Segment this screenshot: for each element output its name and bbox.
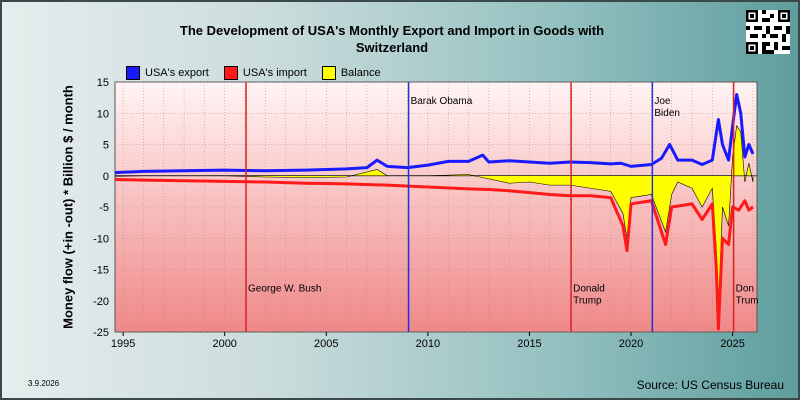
chart-title: The Development of USA's Monthly Export … bbox=[179, 23, 605, 55]
president-markers: George W. Bush Barak Obama Donald Trump Joe B… bbox=[245, 82, 759, 332]
y-tick-label: -25 bbox=[93, 327, 109, 339]
legend-swatch-export bbox=[126, 66, 140, 80]
qr-code-icon bbox=[746, 10, 790, 54]
legend-label-balance: Balance bbox=[340, 67, 381, 79]
y-tick-label: 5 bbox=[103, 140, 109, 152]
legend: USA's export USA's import Balance bbox=[126, 66, 393, 82]
president-label: George W. Bush bbox=[248, 283, 321, 294]
y-tick-label: -20 bbox=[93, 296, 109, 308]
export-line bbox=[114, 93, 755, 175]
president-label: Barak Obama bbox=[411, 96, 473, 107]
y-tick-label: 10 bbox=[97, 108, 109, 120]
x-tick-label: 2000 bbox=[212, 338, 236, 350]
y-tick-label: -10 bbox=[93, 233, 109, 245]
date-stamp: 3.9.2026 bbox=[28, 379, 60, 388]
president-label: Donald Trump bbox=[573, 283, 605, 306]
y-tick-label: 15 bbox=[97, 77, 109, 89]
x-tick-label: 1995 bbox=[111, 338, 135, 350]
y-tick-label: 0 bbox=[103, 171, 109, 183]
y-tick-label: -5 bbox=[99, 202, 109, 214]
legend-item-import: USA's import bbox=[223, 66, 307, 80]
legend-label-export: USA's export bbox=[145, 67, 209, 79]
series-lines bbox=[114, 93, 755, 331]
legend-item-balance: Balance bbox=[321, 66, 381, 80]
import-line bbox=[114, 178, 754, 331]
x-tick-label: 2015 bbox=[517, 338, 541, 350]
legend-label-import: USA's import bbox=[242, 67, 307, 79]
x-tick-label: 2005 bbox=[314, 338, 338, 350]
president-label: Don Trum bbox=[736, 283, 759, 306]
president-label: Joe Biden bbox=[654, 96, 680, 119]
legend-item-export: USA's export bbox=[126, 66, 209, 80]
legend-swatch-import bbox=[223, 66, 238, 80]
x-tick-label: 2025 bbox=[720, 338, 744, 350]
x-tick-label: 2010 bbox=[416, 338, 440, 350]
legend-swatch-balance bbox=[321, 66, 336, 80]
source-label: Source: US Census Bureau bbox=[636, 378, 784, 392]
x-tick-label: 2020 bbox=[619, 338, 643, 350]
y-tick-label: -15 bbox=[93, 265, 109, 277]
